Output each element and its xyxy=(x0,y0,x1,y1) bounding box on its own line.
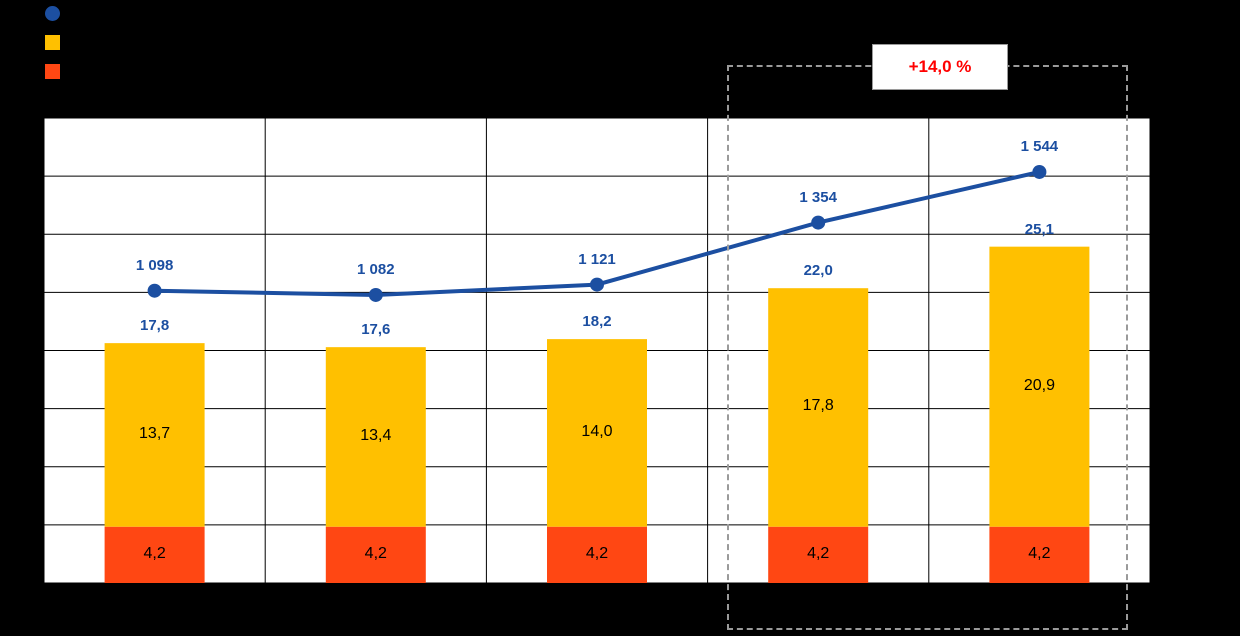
legend-item-lower-bar xyxy=(45,64,68,93)
lower-bar-series-marker-icon xyxy=(45,64,60,79)
growth-annotation-text: +14,0 % xyxy=(908,57,972,76)
upper-bar-series-marker-icon xyxy=(45,35,60,50)
line-series-point-marker xyxy=(590,277,604,292)
bar-segment-top xyxy=(989,246,1090,527)
bar-segment-top xyxy=(104,343,205,527)
bar-segment-top xyxy=(547,339,647,527)
growth-annotation-badge: +14,0 % xyxy=(872,44,1008,90)
line-series-marker-icon xyxy=(45,6,60,21)
bar-segment-bottom xyxy=(104,526,205,583)
legend-item-line xyxy=(45,6,68,35)
line-series-point-marker xyxy=(147,283,162,298)
bar-segment-top xyxy=(768,288,869,527)
bar-segment-bottom xyxy=(325,526,426,583)
line-series-point-marker xyxy=(368,287,383,302)
bar-segment-top xyxy=(325,347,426,527)
bar-segment-bottom xyxy=(768,526,869,583)
chart-legend xyxy=(45,6,68,93)
bar-segment-bottom xyxy=(547,526,647,583)
line-series-point-marker xyxy=(811,215,826,230)
legend-item-upper-bar xyxy=(45,35,68,64)
bar-segment-bottom xyxy=(989,526,1090,583)
line-series-point-marker xyxy=(1032,164,1047,179)
